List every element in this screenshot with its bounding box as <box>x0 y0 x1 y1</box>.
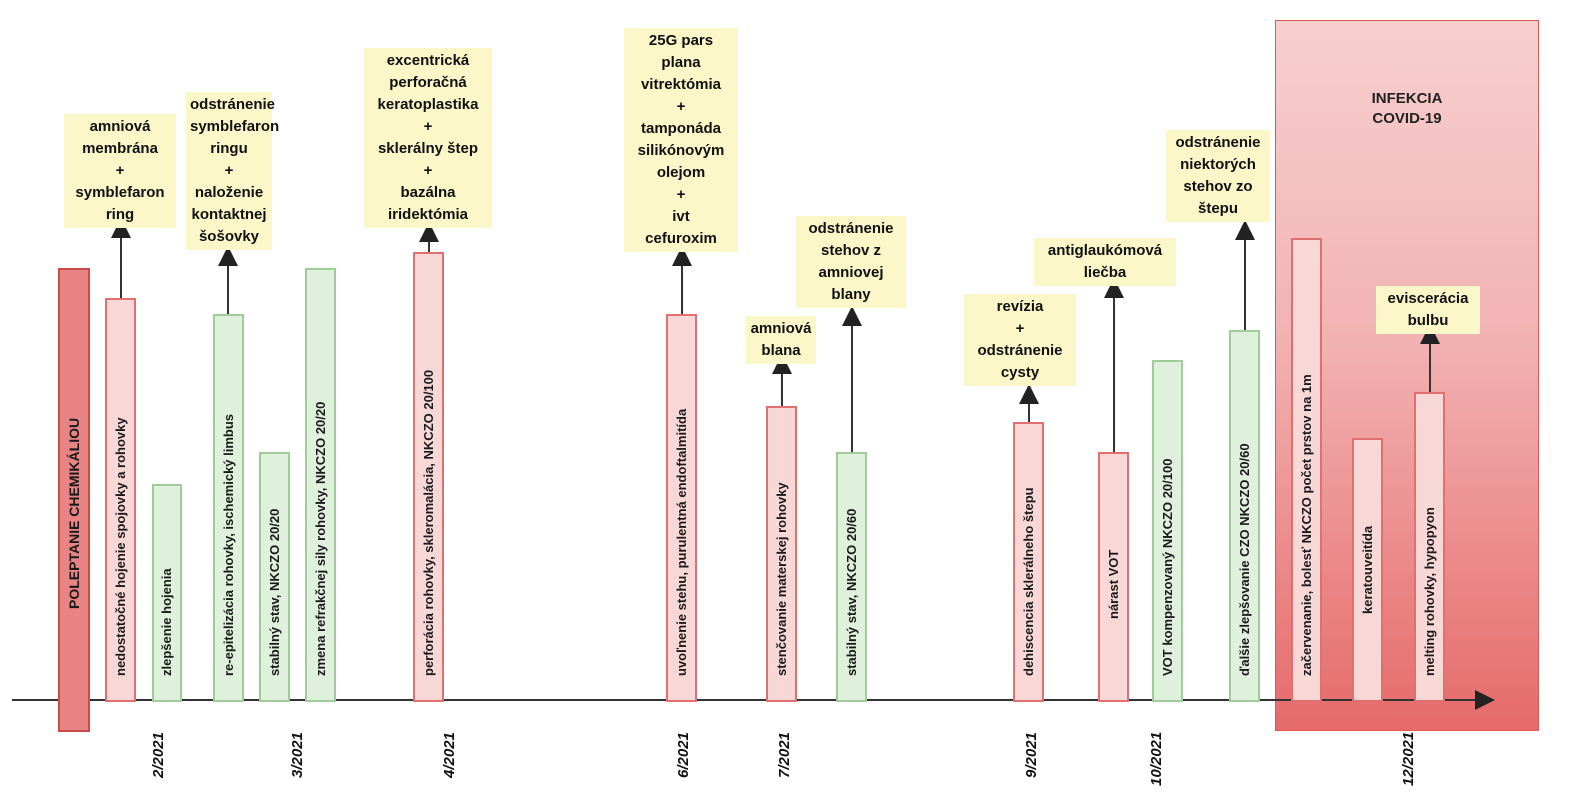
procedure-note: amniová blana <box>746 316 816 364</box>
event-bar-label: keratouveitída <box>1359 525 1375 614</box>
event-bar-label: stabilný stav, NKCZO 20/60 <box>843 508 859 676</box>
event-bar: stenčovanie materskej rohovky <box>766 406 797 702</box>
chemical-burn-bar: POLEPTANIE CHEMIKÁLIOU <box>58 268 90 732</box>
date-label: 2/2021 <box>150 732 167 778</box>
event-bar-label: melting rohovky, hypopyon <box>1421 507 1437 676</box>
event-bar-label: perforácia rohovky, skleromalácia, NKCZO… <box>420 369 436 676</box>
event-bar: zmena refrakčnej sily rohovky, NKCZO 20/… <box>305 268 336 702</box>
procedure-note: excentrická perforačná keratoplastika + … <box>364 48 492 228</box>
chemical-burn-label: POLEPTANIE CHEMIKÁLIOU <box>66 417 82 609</box>
procedure-note: odstránenie stehov z amniovej blany <box>796 216 906 308</box>
date-label: 3/2021 <box>289 732 306 778</box>
event-bar-label: uvoľnenie stehu, purulentná endoftalmití… <box>673 408 689 676</box>
event-bar: nárast VOT <box>1098 452 1129 702</box>
event-bar-label: stabilný stav, NKCZO 20/20 <box>266 508 282 676</box>
procedure-note: odstránenie niektorých stehov zo štepu <box>1166 130 1270 222</box>
procedure-note: odstránenie symblefaron ringu + naloženi… <box>186 92 279 250</box>
event-bar: keratouveitída <box>1352 438 1383 702</box>
event-bar-label: stenčovanie materskej rohovky <box>773 482 789 676</box>
event-bar: stabilný stav, NKCZO 20/20 <box>259 452 290 702</box>
event-bar: melting rohovky, hypopyon <box>1414 392 1445 702</box>
event-bar-label: VOT kompenzovaný NKCZO 20/100 <box>1159 458 1175 676</box>
event-bar-label: začervenanie, bolesť NKCZO počet prstov … <box>1298 374 1314 676</box>
event-bar: perforácia rohovky, skleromalácia, NKCZO… <box>413 252 444 702</box>
event-bar: VOT kompenzovaný NKCZO 20/100 <box>1152 360 1183 702</box>
event-bar: zlepšenie hojenia <box>152 484 182 702</box>
event-bar: dehiscencia sklerálneho štepu <box>1013 422 1044 702</box>
procedure-note: 25G pars plana vitrektómia + tamponáda s… <box>624 28 738 252</box>
event-bar: stabilný stav, NKCZO 20/60 <box>836 452 867 702</box>
event-bar: re-epitelizácia rohovky, ischemický limb… <box>213 314 244 702</box>
procedure-note: amniová membrána + symblefaron ring <box>64 114 176 228</box>
covid-label: INFEKCIA COVID-19 <box>1371 90 1443 127</box>
date-label: 12/2021 <box>1400 731 1417 786</box>
event-bar-label: dehiscencia sklerálneho štepu <box>1020 487 1036 676</box>
event-bar: začervenanie, bolesť NKCZO počet prstov … <box>1291 238 1322 702</box>
event-bar: ďalšie zlepšovanie CZO NKCZO 20/60 <box>1229 330 1260 702</box>
event-bar-label: nedostatočné hojenie spojovky a rohovky <box>112 417 128 676</box>
date-label: 6/2021 <box>675 732 692 778</box>
date-label: 4/2021 <box>441 732 458 778</box>
procedure-note: eviscerácia bulbu <box>1376 286 1480 334</box>
event-bar-label: ďalšie zlepšovanie CZO NKCZO 20/60 <box>1236 443 1252 676</box>
event-bar-label: zmena refrakčnej sily rohovky, NKCZO 20/… <box>312 401 328 676</box>
event-bar: nedostatočné hojenie spojovky a rohovky <box>105 298 136 702</box>
date-label: 9/2021 <box>1023 732 1040 778</box>
event-bar: uvoľnenie stehu, purulentná endoftalmití… <box>666 314 697 702</box>
event-bar-label: re-epitelizácia rohovky, ischemický limb… <box>220 413 236 676</box>
date-label: 10/2021 <box>1148 731 1165 786</box>
date-label: 7/2021 <box>776 732 793 778</box>
procedure-note: revízia + odstránenie cysty <box>964 294 1076 386</box>
procedure-note: antiglaukómová liečba <box>1034 238 1176 286</box>
event-bar-label: nárast VOT <box>1105 549 1121 619</box>
event-bar-label: zlepšenie hojenia <box>159 568 174 676</box>
